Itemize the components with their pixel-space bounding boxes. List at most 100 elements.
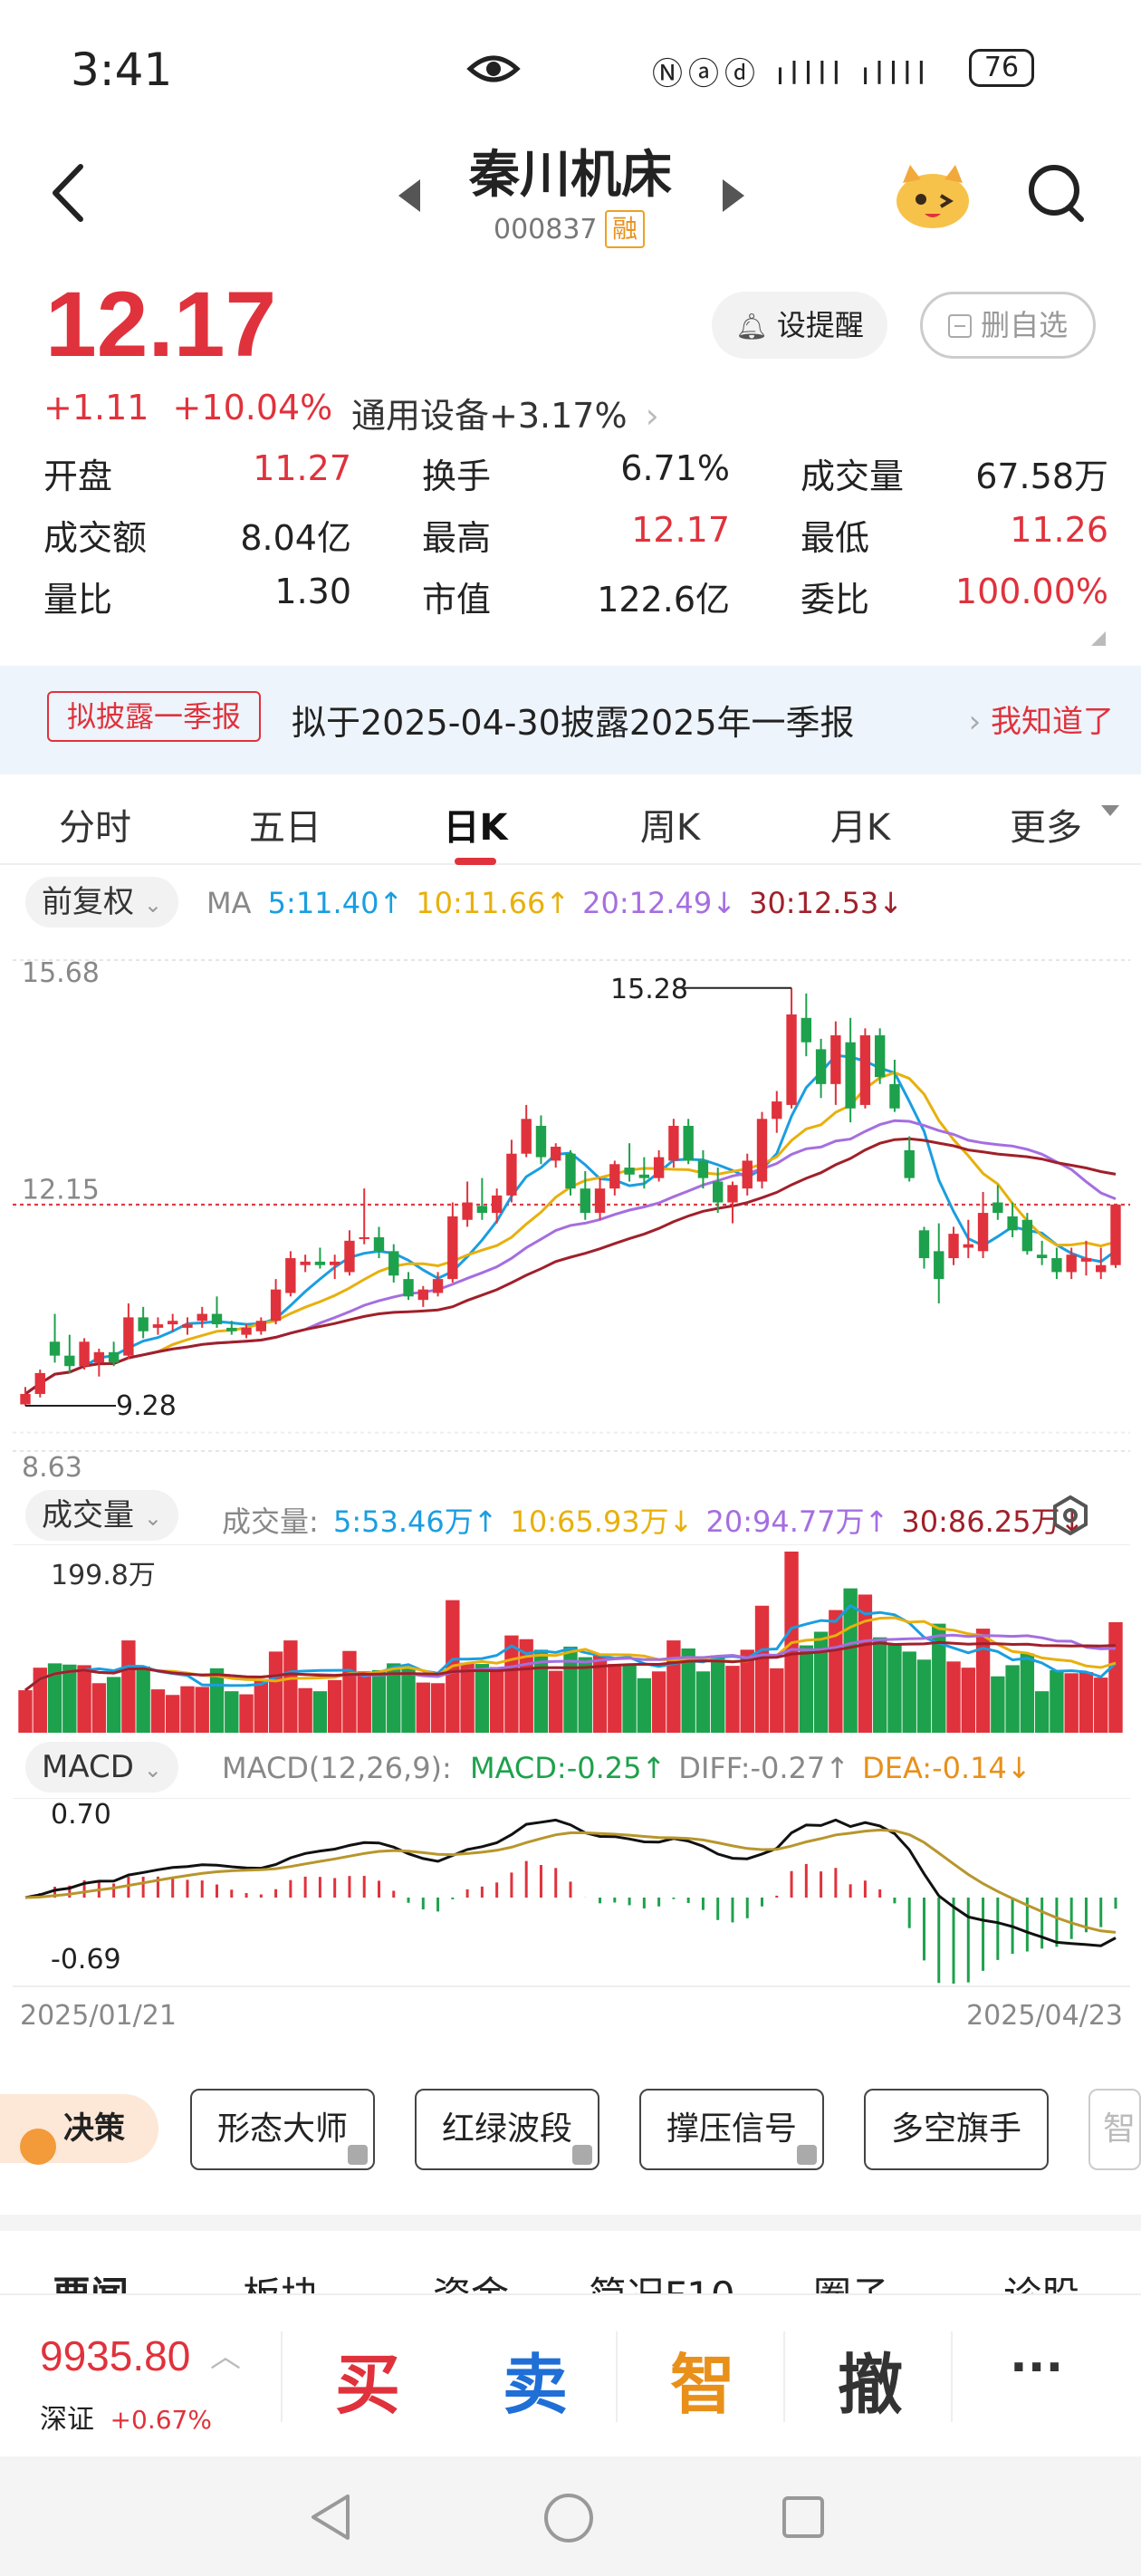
- volume-bar: [1064, 1673, 1079, 1733]
- candle-body: [1080, 1258, 1092, 1262]
- sector-link[interactable]: 通用设备+3.17% ›: [351, 388, 659, 437]
- tab-item[interactable]: 更多: [1010, 807, 1082, 849]
- ma-value: 5:11.40↑: [267, 886, 404, 920]
- tab-item[interactable]: 周K: [639, 807, 701, 849]
- candle-body: [963, 1244, 973, 1248]
- volume-bar: [681, 1648, 695, 1733]
- lock-icon: [572, 2145, 592, 2165]
- adjust-selector[interactable]: 前复权 ⌄: [25, 877, 178, 928]
- volume-bar: [475, 1664, 490, 1733]
- strategy-button[interactable]: 多空旗手: [864, 2089, 1049, 2170]
- volume-bar: [725, 1666, 740, 1733]
- index-value[interactable]: 9935.80: [40, 2332, 191, 2379]
- candle-body: [727, 1185, 738, 1203]
- volume-bar: [932, 1623, 946, 1733]
- system-nav-bar: [0, 2456, 1141, 2576]
- search-icon[interactable]: [1025, 161, 1088, 225]
- divider: [281, 2331, 283, 2422]
- chart-tabs: 分时 五日 日K 周K 月K 更多: [0, 783, 1141, 865]
- stats-row: 成交额 8.04亿 最高 12.17 最低 11.26: [43, 510, 1108, 572]
- candle-body: [756, 1119, 768, 1182]
- candle-body: [417, 1289, 428, 1301]
- stat-cell: 量比 1.30: [43, 572, 351, 633]
- volume-bar: [1020, 1653, 1035, 1733]
- volume-bar: [637, 1677, 652, 1733]
- trade-action-button[interactable]: ···: [1010, 2341, 1064, 2395]
- candle-body: [551, 1147, 561, 1161]
- macd-value: DIFF:-0.27↑: [678, 1751, 850, 1785]
- next-stock-icon[interactable]: [723, 179, 744, 212]
- nav-recents-icon[interactable]: [781, 2494, 826, 2540]
- stat-cell: 最低 11.26: [801, 510, 1108, 572]
- notice-bar[interactable]: 拟披露一季报 拟于2025-04-30披露2025年一季报 › 我知道了: [0, 666, 1141, 774]
- tab-item[interactable]: 日K: [443, 807, 508, 849]
- notice-ack-button[interactable]: › 我知道了: [968, 704, 1114, 740]
- mascot-icon[interactable]: [892, 156, 973, 232]
- settings-icon[interactable]: [1052, 1495, 1088, 1535]
- set-alert-button[interactable]: 🔔︎ 设提醒: [712, 292, 887, 359]
- prev-stock-icon[interactable]: [398, 179, 420, 212]
- strategy-button[interactable]: 智: [1088, 2089, 1141, 2170]
- trade-action-button[interactable]: 智: [670, 2347, 736, 2423]
- trade-action-button[interactable]: 撤: [838, 2347, 904, 2423]
- volume-bar: [312, 1691, 328, 1733]
- candle-body: [977, 1213, 989, 1252]
- nav-home-icon[interactable]: [543, 2493, 594, 2543]
- stat-label: 开盘: [43, 457, 113, 496]
- decision-button[interactable]: 决策: [0, 2094, 158, 2165]
- macd-chart[interactable]: 0.70 -0.69: [0, 1798, 1141, 1988]
- tab-item[interactable]: 月K: [829, 807, 891, 849]
- candle-body: [874, 1035, 886, 1078]
- volume-chart[interactable]: 199.8万: [0, 1544, 1141, 1739]
- trade-action-button[interactable]: 卖: [503, 2347, 569, 2423]
- volume-bar: [946, 1661, 961, 1733]
- date-start: 2025/01/21: [20, 2000, 177, 2032]
- candle-body: [79, 1341, 90, 1367]
- candle-body: [359, 1236, 369, 1239]
- volume-indicator-row: 成交量 ⌄ 成交量: 5:53.46万↑ 10:65.93万↓ 20:94.77万↑…: [0, 1490, 1141, 1544]
- candle-body: [270, 1289, 282, 1322]
- candle-body: [1066, 1254, 1077, 1273]
- strategy-button[interactable]: 撑压信号: [639, 2089, 824, 2170]
- stat-value: 8.04亿: [240, 518, 351, 558]
- candle-body: [108, 1351, 120, 1363]
- tab-item[interactable]: 五日: [249, 807, 321, 849]
- status-time: 3:41: [71, 43, 173, 96]
- volume-bar: [622, 1665, 637, 1733]
- candle-body: [815, 1049, 827, 1084]
- kline-chart[interactable]: 15.68 12.15 8.63 15.28 9.28: [0, 935, 1141, 1487]
- stat-value: 11.26: [1010, 510, 1108, 550]
- diff-line: [24, 1818, 1117, 1947]
- ma-indicator-row: 前复权 ⌄ MA 5:11.40↑ 10:11.66↑ 20:12.49↓ 30:12…: [0, 877, 1141, 931]
- active-tab-indicator: [455, 858, 496, 865]
- remove-watchlist-button[interactable]: 删自选: [920, 292, 1096, 359]
- volume-bar: [77, 1665, 91, 1733]
- volume-selector[interactable]: 成交量 ⌄: [25, 1490, 178, 1541]
- macd-params: MACD(12,26,9):: [222, 1751, 452, 1785]
- tab-item[interactable]: 分时: [59, 807, 131, 849]
- strategy-button[interactable]: 红绿波段: [415, 2089, 599, 2170]
- volume-bar: [18, 1690, 33, 1733]
- strategy-button[interactable]: 形态大师: [190, 2089, 375, 2170]
- trade-action-button[interactable]: 买: [335, 2347, 401, 2423]
- back-arrow-icon[interactable]: [50, 161, 86, 225]
- volume-bar: [961, 1668, 975, 1733]
- volume-bar: [150, 1689, 166, 1733]
- candle-body: [830, 1035, 841, 1084]
- volume-bar: [342, 1650, 357, 1733]
- candle-body: [211, 1313, 223, 1325]
- volume-bar: [195, 1687, 209, 1733]
- volume-bar: [902, 1651, 916, 1733]
- ma-label: MA: [206, 886, 252, 920]
- macd-value: DEA:-0.14↓: [862, 1751, 1031, 1785]
- nav-back-icon[interactable]: [308, 2493, 353, 2542]
- stat-value: 12.17: [631, 510, 730, 550]
- bottom-trade-bar: 9935.80 ︿ 深证 +0.67% 买 卖 智 撤 ···: [0, 2293, 1141, 2456]
- volume-bar: [1094, 1677, 1108, 1733]
- candle-body: [447, 1216, 458, 1280]
- macd-selector[interactable]: MACD ⌄: [25, 1742, 178, 1793]
- candle-body: [168, 1321, 178, 1325]
- candle-body: [123, 1317, 134, 1356]
- candle-body: [845, 1042, 856, 1109]
- minus-box-icon: [947, 314, 972, 338]
